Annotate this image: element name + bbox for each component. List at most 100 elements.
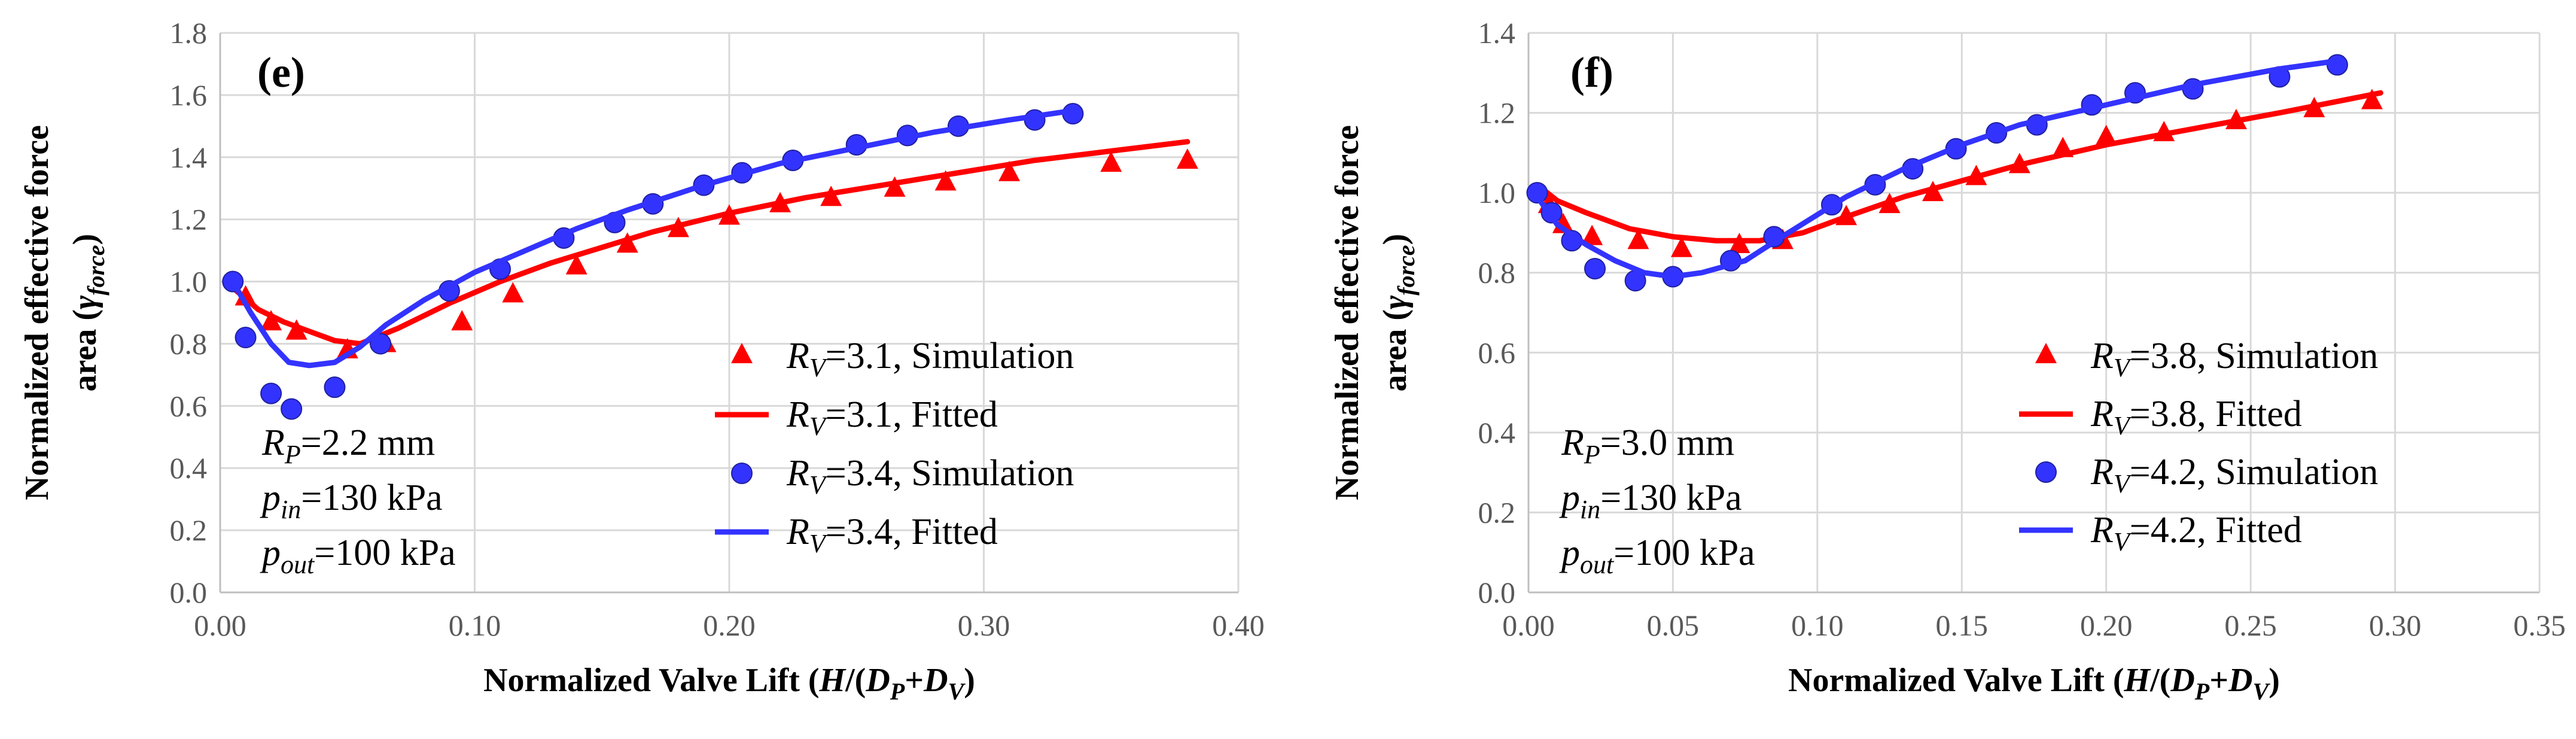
annotation-line: pin=130 kPa [1559,478,1742,524]
data-point-triangle [884,176,906,197]
y-tick-label: 0.6 [170,389,208,422]
x-axis-title-var: D [923,662,948,699]
x-tick-label: 0.35 [2513,609,2566,642]
annotation-text: =130 kPa [301,478,442,518]
annotation-sub: in [281,495,301,524]
legend-text: =3.8, Fitted [2130,394,2302,434]
x-axis-title-var: D [2170,662,2194,699]
x-axis-title-text: + [905,662,924,699]
y-tick-label: 0.2 [1478,495,1516,529]
y-axis-title-line1: Normalized effective force [19,125,56,500]
x-axis-title: Normalized Valve Lift (H/(DP+DV) [1788,662,2280,705]
x-tick-label: 0.15 [1936,609,1989,642]
data-point-triangle [998,160,1021,181]
legend-text: =4.2, Fitted [2130,510,2302,551]
y-axis-title-sub: force [83,245,109,295]
x-tick-label: 0.30 [958,609,1010,642]
x-tick-label: 0.20 [2080,609,2133,642]
data-point-triangle [1100,151,1122,172]
series-fitted-1 [230,139,1190,346]
y-tick-label: 0.0 [1478,576,1516,609]
x-axis-title: Normalized Valve Lift (H/(DP+DV) [483,662,975,705]
legend-var: R [786,512,809,552]
annotation-line: pin=130 kPa [260,478,443,524]
x-axis-title-var: H [2124,662,2151,699]
legend-text: =3.1, Simulation [826,336,1074,376]
series-fitted-1 [1534,90,2383,244]
chart-panel-e: 0.0 0.2 0.4 0.6 0.8 1.0 1.2 1.4 1.6 1.8 0.00 0.10 0.… [19,16,1265,705]
data-point-triangle [934,170,957,191]
y-axis-title-text: area ( [66,309,103,391]
x-axis-title-text: Normalized Valve Lift ( [1788,662,2124,699]
y-axis-title-text: ) [1377,234,1414,245]
legend-entry-label: RV=4.2, Fitted [2090,510,2302,556]
y-axis-title-sub: force [1393,245,1420,295]
y-tick-label: 0.8 [1478,256,1516,290]
x-tick-label: 0.05 [1647,609,1700,642]
y-tick-label: 1.0 [1478,176,1516,209]
panel-label: (f) [1570,48,1613,96]
data-point-circle [2327,54,2348,76]
legend-triangle-swatch [731,343,753,363]
x-axis-title-sub: V [2253,678,2271,705]
y-tick-label: 0.4 [1478,416,1516,449]
x-axis-title-sub: P [890,678,905,705]
legend: R V =3.1, Simulation RV=3.1, Fitted RV=3.4, … [715,336,1074,558]
y-tick-label: 1.8 [170,16,208,50]
y-axis-title-line1: Normalized effective force [1329,125,1366,500]
y-axis-title-line2: area (γforce) [66,234,109,392]
data-point-triangle [260,310,282,331]
legend-sub: V [809,412,829,441]
data-point-circle [370,333,392,355]
y-tick-label: 1.2 [1478,96,1516,130]
data-point-circle [1526,182,1548,204]
x-tick-label: 0.10 [1791,609,1844,642]
legend-var: R [2090,336,2114,376]
x-tick-label: 0.10 [449,609,501,642]
legend-var: R [786,336,809,376]
fitted-curve [230,139,1190,346]
legend-text: =4.2, Simulation [2130,452,2379,492]
y-tick-label: 0.8 [170,327,208,360]
annotation-var: p [1559,533,1580,573]
series-simulation-0 [1537,89,2383,257]
y-tick-label: 1.2 [170,203,208,236]
y-tick-label: 1.6 [170,78,208,112]
legend-entry-label: RV=3.8, Fitted [2090,394,2302,440]
x-tick-label: 0.40 [1212,609,1265,642]
x-axis-title-text: /( [845,662,866,699]
data-point-triangle [1176,148,1198,169]
x-axis-title-var: H [819,662,847,699]
legend-entry-label: RV=3.4, Simulation [786,453,1074,500]
annotation-text: =100 kPa [1613,533,1755,573]
legend-triangle-swatch [2035,343,2057,363]
x-axis-title-var: D [865,662,890,699]
x-tick-label: 0.00 [194,609,246,642]
series-simulation-2 [1526,54,2348,292]
x-axis-title-sub: V [948,678,966,705]
annotation-line: RP=3.0 mm [1561,422,1734,469]
data-point-circle [1584,258,1606,280]
y-axis-title-var: γ [1377,295,1414,309]
data-point-circle [281,398,303,420]
y-axis-title-line2: area (γforce) [1377,234,1420,392]
x-axis-title-text: ) [2269,662,2280,699]
annotation-var: p [260,478,281,518]
data-point-triangle [565,254,587,275]
annotation-text: =2.2 mm [301,422,435,463]
y-tick-label: 0.6 [1478,336,1516,369]
legend-circle-swatch [731,463,753,484]
legend-sub: V [2114,411,2133,440]
data-point-triangle [2095,124,2117,145]
legend-text: =3.8, Simulation [2130,336,2379,376]
x-tick-label: 0.30 [2369,609,2422,642]
annotation-line: pout=100 kPa [260,533,456,579]
legend-sub: V [2114,353,2133,382]
y-axis-title-text: ) [66,234,103,245]
legend-entry-label: RV=3.1, Fitted [786,394,998,441]
annotation-text: =3.0 mm [1600,422,1734,463]
